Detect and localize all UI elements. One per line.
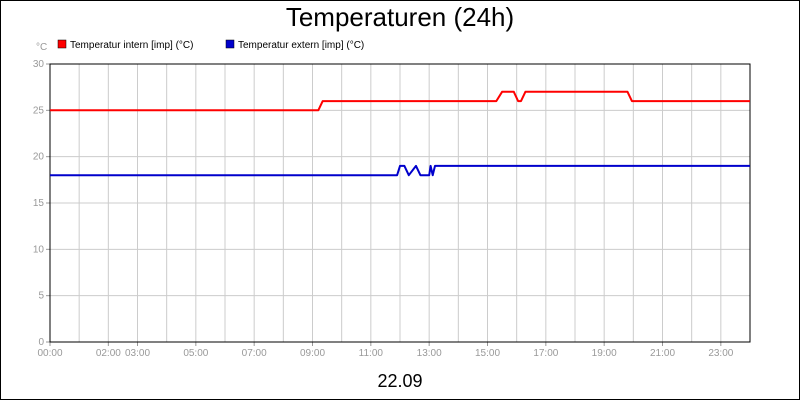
series-layer <box>50 90 750 177</box>
x-tick-label: 17:00 <box>533 348 558 359</box>
plot-area <box>49 63 751 343</box>
x-axis-ticks: 00:00 02:00 03:00 05:00 07:00 09:00 11:00 13:00… <box>37 342 734 359</box>
x-axis-date-label: 22.09 <box>377 371 422 391</box>
x-tick-label: 23:00 <box>708 348 733 359</box>
x-tick-label: 09:00 <box>300 348 325 359</box>
x-tick-label: 02:00 <box>96 348 121 359</box>
legend-label: Temperatur extern [imp] (°C) <box>238 40 364 51</box>
x-tick-label: 15:00 <box>475 348 500 359</box>
series-line-2 <box>50 164 750 177</box>
x-tick-label: 05:00 <box>183 348 208 359</box>
y-axis-unit: °C <box>36 42 47 53</box>
y-tick-label: 10 <box>33 244 45 255</box>
x-tick-label: 21:00 <box>650 348 675 359</box>
grid-lines <box>50 64 750 342</box>
y-tick-label: 20 <box>33 152 45 163</box>
y-tick-label: 30 <box>33 59 45 70</box>
y-tick-label: 15 <box>33 198 45 209</box>
x-tick-label: 19:00 <box>592 348 617 359</box>
series-line-1 <box>50 90 750 112</box>
x-tick-label: 07:00 <box>242 348 267 359</box>
x-tick-label: 11:00 <box>359 348 384 359</box>
legend-swatch <box>225 39 235 49</box>
x-tick-label: 13:00 <box>417 348 442 359</box>
x-tick-label: 03:00 <box>125 348 150 359</box>
legend-label: Temperatur intern [imp] (°C) <box>70 40 193 51</box>
y-axis-ticks: 0 5 10 15 20 25 30 <box>33 59 50 348</box>
y-tick-label: 25 <box>33 105 45 116</box>
chart-title: Temperaturen (24h) <box>286 2 514 32</box>
y-tick-label: 5 <box>38 291 44 302</box>
y-tick-label: 0 <box>38 337 44 348</box>
legend: Temperatur intern [imp] (°C) Temperatur e… <box>57 39 364 51</box>
legend-swatch <box>57 39 67 49</box>
x-tick-label: 00:00 <box>37 348 62 359</box>
